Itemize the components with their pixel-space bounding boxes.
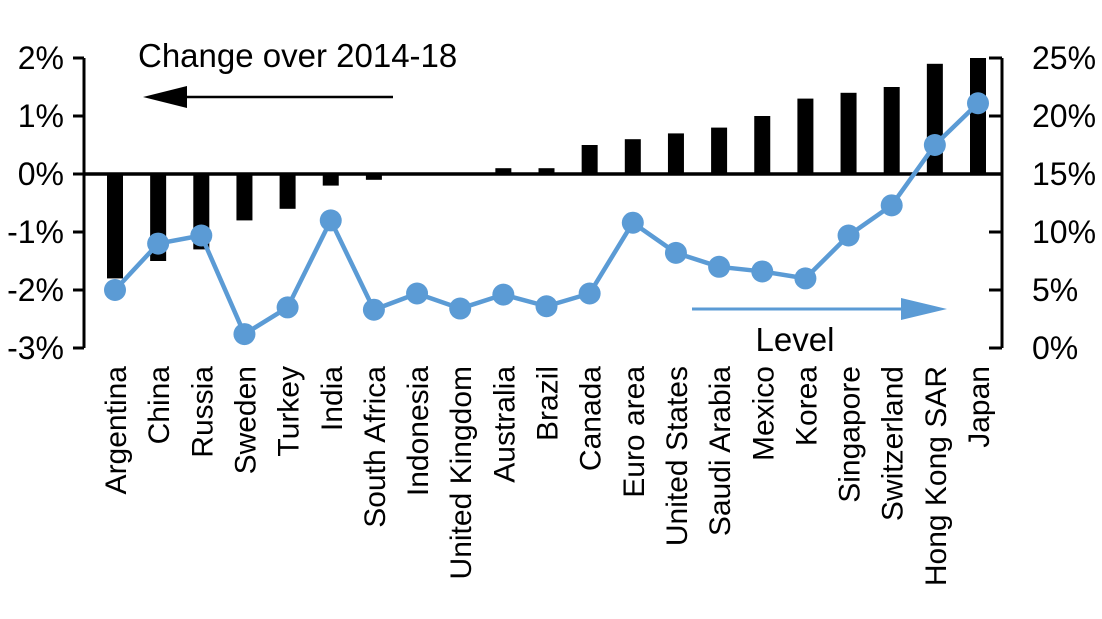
- bar: [667, 133, 684, 174]
- level-marker: [967, 92, 989, 115]
- level-marker: [233, 323, 256, 346]
- left-axis-tick-label: 1%: [18, 98, 64, 134]
- level-marker: [147, 232, 170, 255]
- category-label: South Africa: [359, 366, 392, 528]
- level-marker: [794, 267, 817, 290]
- category-label: Argentina: [100, 366, 133, 495]
- left-axis-tick-label: -2%: [7, 272, 64, 308]
- bar: [883, 87, 900, 174]
- category-label: Korea: [790, 366, 823, 446]
- bar: [797, 98, 814, 174]
- bar: [322, 174, 339, 186]
- bar: [581, 145, 598, 174]
- level-marker: [276, 296, 299, 319]
- bar: [495, 168, 512, 174]
- bar: [236, 174, 253, 221]
- right-axis-tick-label: 10%: [1032, 214, 1096, 250]
- bar: [365, 174, 382, 180]
- level-marker: [362, 298, 385, 321]
- level-marker: [104, 279, 126, 301]
- chart-title: Change over 2014-18: [138, 37, 457, 74]
- bar: [754, 116, 771, 174]
- right-axis-tick-label: 25%: [1032, 40, 1096, 76]
- level-marker: [708, 255, 731, 278]
- level-marker: [923, 134, 946, 156]
- bar: [711, 127, 728, 174]
- category-label: Indonesia: [402, 366, 435, 496]
- bar: [926, 63, 943, 174]
- left-axis-tick-label: 2%: [18, 40, 64, 76]
- level-label: Level: [756, 321, 835, 358]
- bar: [840, 92, 857, 174]
- category-label: Euro area: [618, 366, 651, 498]
- bar: [970, 58, 986, 174]
- change-arrowhead-icon: [143, 86, 187, 108]
- level-marker: [578, 282, 601, 305]
- category-label: Singapore: [834, 366, 867, 503]
- category-label: Turkey: [273, 366, 306, 457]
- category-label: Japan: [963, 366, 996, 448]
- category-label: United States: [661, 366, 694, 546]
- level-marker: [406, 282, 429, 305]
- category-label: Saudi Arabia: [704, 366, 737, 536]
- category-label: Australia: [488, 366, 521, 483]
- level-marker: [751, 260, 774, 283]
- level-marker: [880, 194, 903, 217]
- category-label: China: [143, 366, 176, 445]
- right-axis-tick-label: 0%: [1032, 330, 1078, 366]
- level-marker: [621, 211, 644, 234]
- category-label: Russia: [186, 366, 219, 458]
- left-axis-tick-label: -3%: [7, 330, 64, 366]
- level-marker: [664, 241, 687, 264]
- level-marker: [535, 295, 558, 318]
- right-axis-tick-label: 15%: [1032, 156, 1096, 192]
- level-marker: [319, 209, 342, 232]
- right-axis-tick-label: 20%: [1032, 98, 1096, 134]
- left-axis-tick-label: 0%: [18, 156, 64, 192]
- level-marker: [190, 224, 213, 247]
- bar: [538, 168, 555, 174]
- category-label: Hong Kong SAR: [920, 366, 953, 586]
- category-label: Canada: [575, 366, 608, 471]
- bar: [624, 139, 641, 174]
- category-label: United Kingdom: [445, 366, 478, 579]
- bar: [279, 174, 296, 209]
- level-marker: [492, 283, 515, 306]
- level-marker: [837, 224, 860, 247]
- category-label: Brazil: [532, 366, 565, 441]
- right-axis-tick-label: 5%: [1032, 272, 1078, 308]
- category-label: Switzerland: [877, 366, 910, 521]
- category-label: Mexico: [747, 366, 780, 461]
- level-arrowhead-icon: [901, 298, 947, 320]
- category-label: Sweden: [229, 366, 262, 474]
- left-axis-tick-label: -1%: [7, 214, 64, 250]
- bar: [107, 174, 123, 279]
- category-label: India: [316, 366, 349, 431]
- level-marker: [449, 297, 472, 320]
